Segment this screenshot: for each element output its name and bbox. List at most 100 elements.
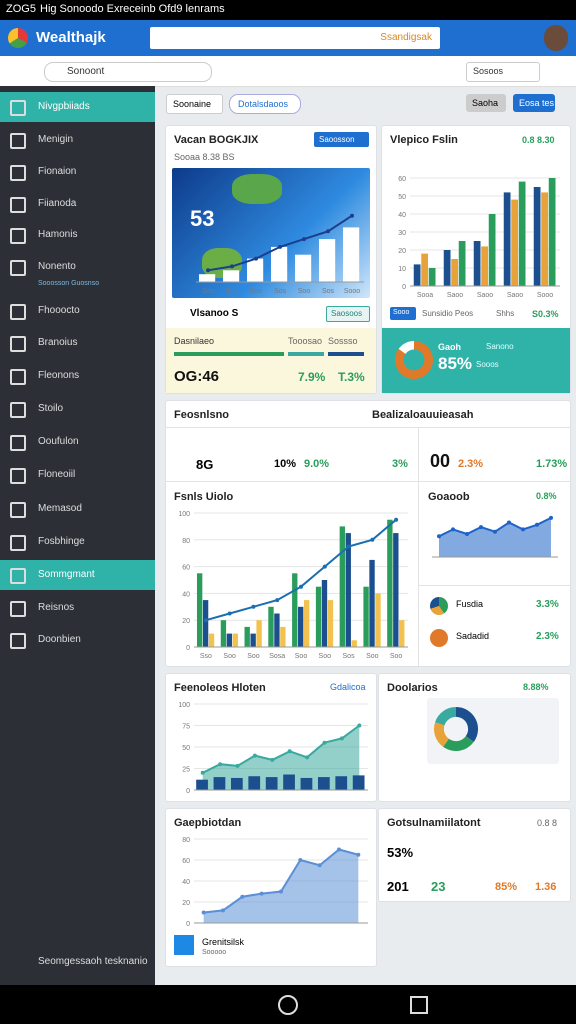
bar: [300, 777, 313, 790]
y-tick-label: 75: [182, 724, 190, 731]
point: [535, 522, 539, 527]
legend-text: Sooo: [393, 309, 410, 316]
nav-item[interactable]: Sommgmant: [0, 560, 155, 590]
nav-item[interactable]: Hamonis: [0, 220, 155, 250]
bar: [393, 533, 399, 647]
legend-text: Shhs: [496, 309, 515, 318]
card: Gaepbiotdan 0 20 40 60 80 Grenitsilsk Sooooo: [165, 808, 377, 967]
stat: 8G: [196, 457, 214, 472]
nav-item[interactable]: Fhooocto: [0, 296, 155, 326]
point: [337, 847, 341, 852]
nav-item[interactable]: Doonbien: [0, 625, 155, 655]
sidebar: Sooosson Guosnso Seomgessaoh tesknanio N…: [0, 86, 155, 985]
point: [370, 537, 375, 542]
point: [259, 891, 264, 896]
card-link[interactable]: Gdalicoa: [330, 682, 366, 692]
point: [549, 515, 553, 520]
bar: [443, 250, 451, 286]
time: ZOG5: [6, 3, 36, 15]
x-tick-label: Sosa: [269, 653, 285, 660]
row-name: Fusdia: [456, 599, 484, 609]
nav-icon: [10, 133, 26, 149]
home-button[interactable]: [278, 995, 298, 1015]
tab[interactable]: Soonaine: [166, 94, 223, 114]
progress-bar: [174, 352, 284, 356]
bar: [208, 633, 215, 647]
dropdown[interactable]: Dotalsdaoos: [229, 94, 301, 114]
toolbar-search[interactable]: Sosoos: [466, 62, 540, 82]
nav-item[interactable]: Stoilo: [0, 394, 155, 424]
bar: [303, 600, 310, 647]
y-tick-label: 40: [182, 879, 190, 886]
nav-item[interactable]: Fiianoda: [0, 189, 155, 219]
card-sub: Sooaa 8.38 BS: [174, 152, 235, 162]
nav-item[interactable]: Floneoiil: [0, 460, 155, 490]
x-tick-label: Saoo: [477, 292, 493, 299]
card-value: 0.8 8: [537, 818, 558, 828]
card: Gotsulnamiilatont 0.8 8 53% 201 23 85% 1…: [378, 808, 571, 902]
time-stat: OG:46: [174, 368, 220, 385]
toolbar-search-text: Sosoos: [473, 66, 504, 76]
y-tick-label: 40: [182, 591, 190, 598]
filter[interactable]: Sonoont: [44, 62, 212, 82]
nav-item[interactable]: Ooufulon: [0, 427, 155, 457]
nav-item[interactable]: Reisnos: [0, 593, 155, 623]
nav-label: Fiianoda: [38, 198, 77, 209]
nav-item[interactable]: Memasod: [0, 494, 155, 524]
nav-item[interactable]: Fosbhinge: [0, 527, 155, 557]
row-pct: 3.3%: [536, 599, 559, 610]
card-button[interactable]: Saoosson: [314, 132, 369, 147]
divider: [418, 427, 419, 666]
search-box[interactable]: Ssandigsak: [150, 27, 440, 49]
card-title: Vacan BOGKJIX: [174, 134, 259, 146]
nav-item[interactable]: Nonento: [0, 252, 155, 282]
x-tick-label: Saoo: [447, 292, 463, 299]
bar: [541, 192, 548, 286]
bar: [250, 633, 256, 647]
nav-label: Hamonis: [38, 229, 78, 240]
line: [202, 724, 360, 774]
stat: 3%: [392, 458, 408, 470]
avatar[interactable]: [544, 25, 568, 51]
badge-button[interactable]: Saosoos: [326, 306, 370, 322]
area: [203, 849, 359, 923]
nav-item[interactable]: Branoius: [0, 328, 155, 358]
recent-button[interactable]: [410, 996, 428, 1014]
nav-item[interactable]: Fleonons: [0, 361, 155, 391]
bar: [295, 254, 312, 282]
bar: [421, 253, 428, 286]
nav-item[interactable]: Nivgpbiiads: [0, 92, 155, 122]
point: [465, 532, 469, 536]
button[interactable]: Saoha: [466, 94, 506, 112]
point: [493, 529, 497, 534]
x-tick-label: Soo: [295, 653, 308, 660]
point: [279, 889, 283, 894]
bar: [321, 580, 328, 647]
nav-item[interactable]: Fionaion: [0, 157, 155, 187]
y-tick-label: 25: [182, 767, 190, 774]
point: [227, 611, 232, 616]
nav-icon: [10, 502, 26, 518]
button[interactable]: Eosa tes: [513, 94, 555, 112]
bar: [548, 178, 556, 286]
y-tick-label: 50: [182, 745, 190, 752]
bar: [428, 268, 436, 286]
point: [317, 863, 322, 868]
bar: [343, 227, 360, 282]
status-bar: ZOG5 Hig Sonoodo Exreceinb Ofd9 lenrams: [0, 0, 576, 20]
nav-item[interactable]: Menigin: [0, 125, 155, 155]
map-chart: Sos Soo Soo Sos Soo Sos Sooo: [196, 213, 364, 295]
card-title: Gaepbiotdan: [174, 817, 242, 829]
x-tick-label: Soo: [366, 653, 379, 660]
status-text: Hig Sonoodo Exreceinb Ofd9 lenrams: [40, 3, 225, 15]
bar: [220, 620, 227, 647]
panel-sub: Sanono: [486, 342, 514, 351]
point: [350, 213, 354, 218]
stat: 85%: [495, 881, 518, 893]
divider: [166, 481, 570, 482]
donut-slice: [443, 736, 474, 751]
area: [202, 725, 360, 790]
nav-label: Memasod: [38, 503, 82, 514]
donut-panel: [427, 698, 559, 764]
point: [206, 268, 210, 273]
